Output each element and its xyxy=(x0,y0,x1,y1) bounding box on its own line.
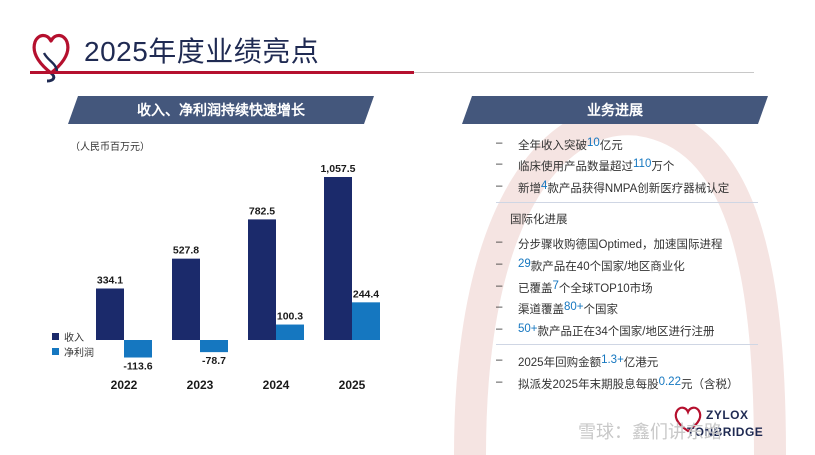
highlight-value: 29 xyxy=(518,258,531,270)
separator-2 xyxy=(496,344,758,345)
item-text: 款产品获得NMPA创新医疗器械认定 xyxy=(547,183,730,195)
item-text: 2025年回购金额 xyxy=(518,357,602,369)
bar-revenue-2024 xyxy=(248,219,276,340)
item-text: 新增 xyxy=(518,183,541,195)
progress-item: – 临床使用产品数量超过 110 万个 xyxy=(496,158,674,174)
highlight-value: 4 xyxy=(541,180,548,192)
intl-item: – 分步骤收购德国Optimed，加速国际进程 xyxy=(496,236,722,252)
bullet-dash: – xyxy=(496,258,503,270)
international-progress-heading: 国际化进展 xyxy=(510,214,568,226)
legend-net-profit-label: 净利润 xyxy=(64,348,94,359)
page-title: 2025年度业绩亮点 xyxy=(84,36,320,67)
intl-item: – 50+ 款产品正在34个国家/地区进行注册 xyxy=(496,323,715,339)
business-progress-banner: 业务进展 xyxy=(462,96,768,124)
bar-net-profit-2024 xyxy=(276,324,304,340)
label-net-profit-2022: -113.6 xyxy=(123,361,152,373)
item-text: 款产品在40个国家/地区商业化 xyxy=(530,261,685,273)
label-revenue-2025: 1,057.5 xyxy=(320,163,355,175)
label-revenue-2023: 527.8 xyxy=(173,245,199,257)
revenue-profit-banner: 收入、净利润持续快速增长 xyxy=(68,96,374,124)
watermark: 雪球：鑫们讲东路 xyxy=(578,422,722,442)
item-text: 临床使用产品数量超过 xyxy=(518,161,633,173)
intl-item: – 已覆盖 7 个全球TOP10市场 xyxy=(496,280,653,296)
bar-net-profit-2025 xyxy=(352,302,380,340)
item-text: 亿元 xyxy=(599,140,623,152)
item-text: 拟派发2025年末期股息每股 xyxy=(518,379,659,391)
item-text: 亿港元 xyxy=(623,357,659,369)
highlight-value: 7 xyxy=(552,280,559,292)
item-text: 全年收入突破 xyxy=(518,140,587,152)
highlight-value: 10 xyxy=(587,137,600,149)
item-text: 渠道覆盖 xyxy=(518,304,564,316)
label-revenue-2022: 334.1 xyxy=(97,275,123,287)
legend-net-profit: 净利润 xyxy=(52,344,94,359)
bullet-dash: – xyxy=(496,280,503,292)
bar-revenue-2022 xyxy=(96,288,124,340)
label-revenue-2024: 782.5 xyxy=(249,205,275,217)
progress-item: – 全年收入突破 10 亿元 xyxy=(496,137,623,153)
item-text: 款产品正在34个国家/地区进行注册 xyxy=(537,326,715,338)
chart-unit-label: （人民币百万元） xyxy=(70,142,150,153)
bullet-dash: – xyxy=(496,180,503,192)
x-tick-2023: 2023 xyxy=(187,378,214,392)
business-progress-banner-label: 业务进展 xyxy=(587,102,643,118)
bullet-dash: – xyxy=(496,158,503,170)
highlight-value: 1.3+ xyxy=(601,354,624,366)
x-tick-2022: 2022 xyxy=(111,378,138,392)
x-tick-2025: 2025 xyxy=(339,378,366,392)
label-net-profit-2023: -78.7 xyxy=(202,355,226,367)
item-text: 已覆盖 xyxy=(518,283,553,295)
bullet-dash: – xyxy=(496,301,503,313)
intl-item: – 渠道覆盖 80+ 个国家 xyxy=(496,301,618,317)
item-text: 个全球TOP10市场 xyxy=(558,283,653,295)
brand-name-line2: TONBRIDGE xyxy=(687,425,764,439)
label-net-profit-2024: 100.3 xyxy=(277,311,303,323)
label-net-profit-2025: 244.4 xyxy=(353,288,379,300)
bar-net-profit-2023 xyxy=(200,340,228,353)
highlight-value: 50+ xyxy=(518,323,538,335)
bullet-dash: – xyxy=(496,376,503,388)
brand-name-line1: ZYLOX xyxy=(706,408,749,422)
bar-revenue-2023 xyxy=(172,258,200,340)
legend-revenue-swatch xyxy=(52,333,59,340)
revenue-profit-banner-label: 收入、净利润持续快速增长 xyxy=(137,102,305,118)
separator-1 xyxy=(496,202,758,203)
highlight-value: 0.22 xyxy=(658,376,681,388)
bullet-dash: – xyxy=(496,137,503,149)
bullet-dash: – xyxy=(496,354,503,366)
progress-item: – 新增 4 款产品获得NMPA创新医疗器械认定 xyxy=(496,180,729,196)
legend-revenue-label: 收入 xyxy=(64,333,84,344)
title-underline-accent xyxy=(30,71,414,74)
capital-item: – 2025年回购金额 1.3+ 亿港元 xyxy=(496,354,658,370)
capital-item: – 拟派发2025年末期股息每股 0.22 元（含税） xyxy=(496,376,738,392)
item-text: 分步骤收购德国Optimed，加速国际进程 xyxy=(518,239,723,251)
bar-net-profit-2022 xyxy=(124,340,152,358)
highlight-value: 110 xyxy=(633,158,652,170)
bullet-dash: – xyxy=(496,323,503,335)
item-text: 个国家 xyxy=(583,304,619,316)
item-text: 万个 xyxy=(651,161,675,173)
x-tick-2024: 2024 xyxy=(263,378,290,392)
item-text: 元（含税） xyxy=(680,379,739,391)
intl-item: – 29 款产品在40个国家/地区商业化 xyxy=(496,258,685,274)
highlight-value: 80+ xyxy=(564,301,584,313)
legend-net-profit-swatch xyxy=(52,348,59,355)
bullet-dash: – xyxy=(496,236,503,248)
brand-heart-icon xyxy=(674,406,702,433)
bar-revenue-2025 xyxy=(324,177,352,340)
legend-revenue: 收入 xyxy=(52,329,84,344)
title-underline xyxy=(414,72,754,73)
